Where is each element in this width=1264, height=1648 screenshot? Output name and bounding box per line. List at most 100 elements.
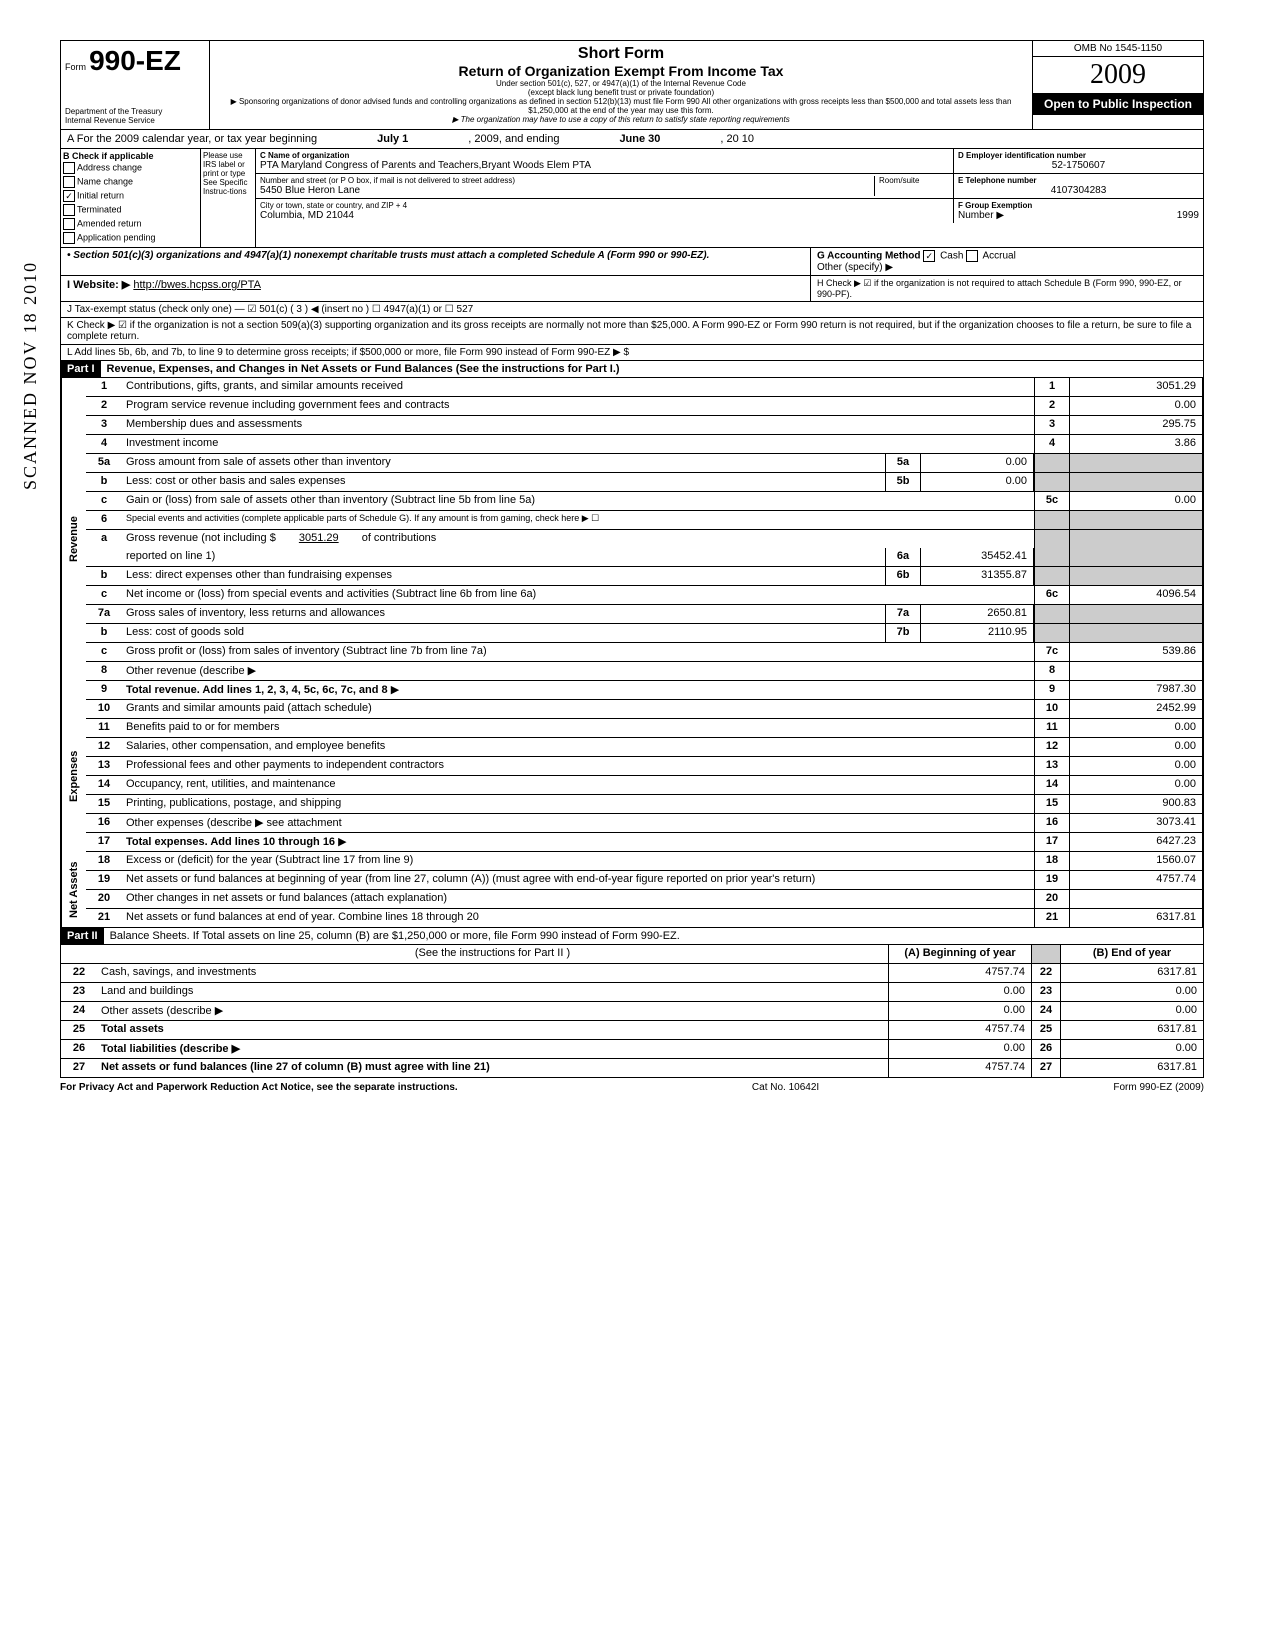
- part1-label: Part I: [61, 361, 101, 377]
- line-11-val: 0.00: [1070, 719, 1202, 737]
- bs-23-desc: Land and buildings: [97, 983, 888, 1001]
- line-5a-desc: Gross amount from sale of assets other t…: [122, 454, 885, 472]
- form-prefix: Form: [65, 62, 86, 72]
- period-end: June 30: [619, 133, 660, 145]
- d-label: D Employer identification number: [958, 151, 1199, 160]
- line-16-val: 3073.41: [1070, 814, 1202, 832]
- line-4-desc: Investment income: [122, 435, 1034, 453]
- bs-22-a: 4757.74: [888, 964, 1031, 982]
- bs-26-a: 0.00: [888, 1040, 1031, 1058]
- form-header: Form 990-EZ Department of the Treasury I…: [60, 40, 1204, 130]
- line-7a-val: 2650.81: [921, 605, 1034, 623]
- line-6a-contrib: 3051.29: [279, 532, 359, 544]
- f-label: F Group Exemption: [958, 201, 1199, 210]
- bs-26-b: 0.00: [1061, 1040, 1203, 1058]
- line-6a-post: of contributions: [362, 532, 437, 544]
- bs-23-b: 0.00: [1061, 983, 1203, 1001]
- j-status-row: J Tax-exempt status (check only one) — ☑…: [60, 302, 1204, 318]
- lbl-amended: Amended return: [77, 218, 142, 228]
- bs-26-desc: Total liabilities (describe ▶: [101, 1043, 240, 1055]
- line-5c-val: 0.00: [1070, 492, 1202, 510]
- chk-cash[interactable]: ✓: [923, 250, 935, 262]
- section-b-header: B Check if applicable: [63, 151, 198, 161]
- tax-year: 2009: [1033, 57, 1203, 93]
- col-b-header: (B) End of year: [1061, 945, 1203, 963]
- period-row: A For the 2009 calendar year, or tax yea…: [60, 130, 1204, 149]
- line-20-desc: Other changes in net assets or fund bala…: [122, 890, 1034, 908]
- chk-pending[interactable]: [63, 232, 75, 244]
- line-6a-val: 35452.41: [921, 548, 1034, 566]
- line-8-desc: Other revenue (describe ▶: [122, 662, 1034, 680]
- subtitle-2: (except black lung benefit trust or priv…: [214, 88, 1028, 97]
- k-check-row: K Check ▶ ☑ if the organization is not a…: [60, 318, 1204, 345]
- netassets-block: Net Assets 18Excess or (deficit) for the…: [60, 852, 1204, 928]
- revenue-vert-label: Revenue: [61, 378, 86, 700]
- line-21-desc: Net assets or fund balances at end of ye…: [122, 909, 1034, 927]
- omb-number: OMB No 1545-1150: [1033, 41, 1203, 57]
- open-to-public: Open to Public Inspection: [1033, 93, 1203, 115]
- line-1-desc: Contributions, gifts, grants, and simila…: [122, 378, 1034, 396]
- line-5b-val: 0.00: [921, 473, 1034, 491]
- street-label: Number and street (or P O box, if mail i…: [260, 176, 874, 185]
- line-15-desc: Printing, publications, postage, and shi…: [122, 795, 1034, 813]
- line-7a-desc: Gross sales of inventory, less returns a…: [122, 605, 885, 623]
- part1-title: Revenue, Expenses, and Changes in Net As…: [101, 361, 626, 377]
- line-7b-desc: Less: cost of goods sold: [122, 624, 885, 642]
- subtitle-4: ▶ The organization may have to use a cop…: [214, 115, 1028, 124]
- bs-24-a: 0.00: [888, 1002, 1031, 1020]
- line-14-desc: Occupancy, rent, utilities, and maintena…: [122, 776, 1034, 794]
- line-13-val: 0.00: [1070, 757, 1202, 775]
- form-version: Form 990-EZ (2009): [1113, 1082, 1204, 1093]
- line-10-val: 2452.99: [1070, 700, 1202, 718]
- dept-treasury: Department of the Treasury: [65, 107, 205, 116]
- line-13-desc: Professional fees and other payments to …: [122, 757, 1034, 775]
- chk-amended[interactable]: [63, 218, 75, 230]
- group-exemption: 1999: [1177, 210, 1199, 221]
- privacy-notice: For Privacy Act and Paperwork Reduction …: [60, 1082, 458, 1093]
- col-a-header: (A) Beginning of year: [888, 945, 1031, 963]
- line-5a-val: 0.00: [921, 454, 1034, 472]
- line-19-desc: Net assets or fund balances at beginning…: [122, 871, 1034, 889]
- room-label: Room/suite: [874, 176, 949, 196]
- lbl-pending: Application pending: [77, 232, 156, 242]
- lbl-terminated: Terminated: [77, 204, 122, 214]
- lbl-name: Name change: [77, 176, 133, 186]
- scanned-stamp: SCANNED NOV 18 2010: [20, 261, 41, 490]
- dept-irs: Internal Revenue Service: [65, 116, 205, 125]
- line-7c-desc: Gross profit or (loss) from sales of inv…: [122, 643, 1034, 661]
- line-6-desc: Special events and activities (complete …: [122, 511, 1034, 529]
- line-6b-val: 31355.87: [921, 567, 1034, 585]
- line-7b-val: 2110.95: [921, 624, 1034, 642]
- part2-instructions-row: (See the instructions for Part II ) (A) …: [60, 945, 1204, 964]
- chk-terminated[interactable]: [63, 204, 75, 216]
- chk-accrual[interactable]: [966, 250, 978, 262]
- short-form-label: Short Form: [214, 45, 1028, 63]
- line-3-desc: Membership dues and assessments: [122, 416, 1034, 434]
- lbl-cash: Cash: [940, 251, 963, 262]
- bs-24-b: 0.00: [1061, 1002, 1203, 1020]
- bs-23-a: 0.00: [888, 983, 1031, 1001]
- line-16-desc: Other expenses (describe ▶ see attachmen…: [122, 814, 1034, 832]
- line-21-val: 6317.81: [1070, 909, 1202, 927]
- footer-row: For Privacy Act and Paperwork Reduction …: [60, 1078, 1204, 1097]
- irs-label-instructions: Please use IRS label or print or type Se…: [201, 149, 256, 247]
- section-501-row: • Section 501(c)(3) organizations and 49…: [60, 248, 1204, 276]
- line-6c-val: 4096.54: [1070, 586, 1202, 604]
- chk-name[interactable]: [63, 176, 75, 188]
- h-check-box: H Check ▶ ☑ if the organization is not r…: [810, 276, 1203, 301]
- line-9-val: 7987.30: [1070, 681, 1202, 699]
- revenue-block: Revenue 1Contributions, gifts, grants, a…: [60, 378, 1204, 700]
- netassets-vert-label: Net Assets: [61, 852, 86, 927]
- main-title: Return of Organization Exempt From Incom…: [214, 63, 1028, 79]
- form-number: 990-EZ: [89, 45, 181, 76]
- chk-address[interactable]: [63, 162, 75, 174]
- period-label: A For the 2009 calendar year, or tax yea…: [67, 133, 317, 145]
- bs-24-desc: Other assets (describe ▶: [97, 1002, 888, 1020]
- omb-box: OMB No 1545-1150 2009 Open to Public Ins…: [1033, 41, 1203, 129]
- part2-instructions: (See the instructions for Part II ): [97, 945, 888, 963]
- bs-25-desc: Total assets: [101, 1023, 164, 1035]
- e-label: E Telephone number: [958, 176, 1199, 185]
- chk-initial[interactable]: ✓: [63, 190, 75, 202]
- c-label: C Name of organization: [260, 151, 949, 160]
- line-4-val: 3.86: [1070, 435, 1202, 453]
